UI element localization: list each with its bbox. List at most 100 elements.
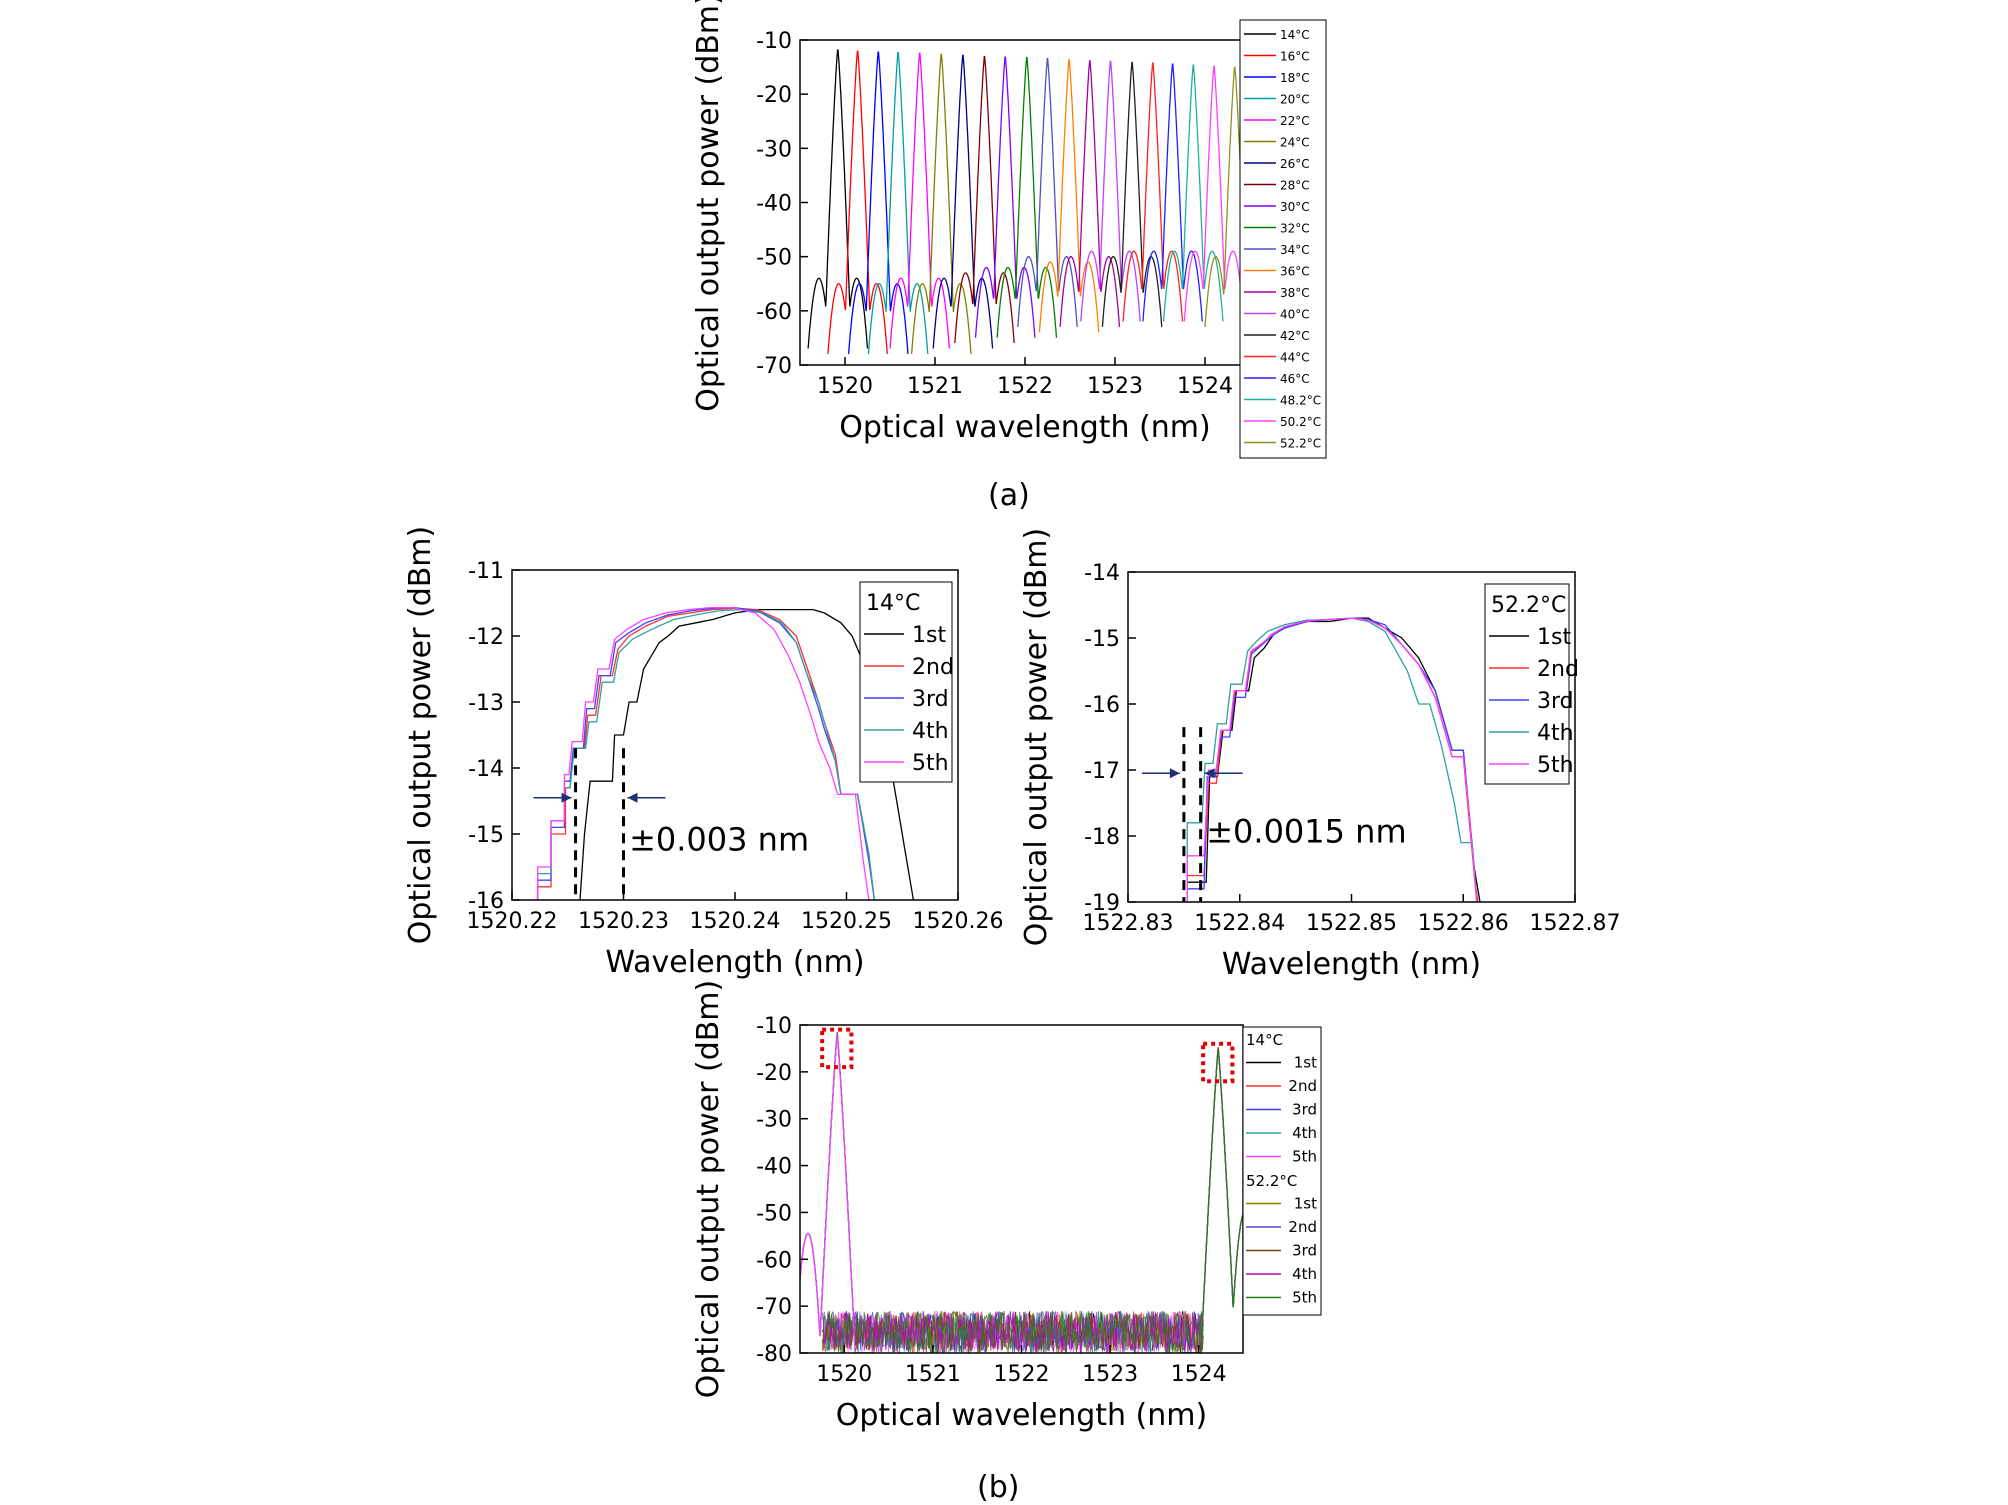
legend-label: 1st	[912, 623, 946, 648]
noise-series	[822, 1309, 1204, 1353]
y-tick-label: -16	[468, 889, 504, 914]
y-tick-label: -16	[1084, 693, 1120, 718]
series-line	[800, 1033, 875, 1353]
legend-label: 36°C	[1280, 265, 1310, 279]
series-line	[800, 1034, 875, 1353]
highlight-box	[1201, 1041, 1235, 1084]
legend-label: 26°C	[1280, 157, 1310, 171]
x-tick-label: 1522.87	[1530, 911, 1621, 936]
x-tick-label: 1520.24	[690, 909, 781, 934]
legend-label: 4th	[1292, 1124, 1317, 1142]
x-tick-label: 1520	[816, 1362, 872, 1387]
y-tick-label: -50	[756, 246, 792, 271]
y-axis-label: Optical output power (dBm)	[1019, 528, 1054, 947]
legend-label: 34°C	[1280, 243, 1310, 257]
series-line	[910, 53, 972, 354]
series-line	[847, 51, 909, 354]
series-line	[1181, 1046, 1243, 1353]
highlight-box	[820, 1027, 854, 1070]
legend-box	[1484, 583, 1570, 785]
legend-label: 14°C	[1280, 28, 1310, 42]
series-line	[974, 56, 1036, 338]
chart-a: 1520 1521 1522 1523 1524 -70 -60 -50 -40 -30 -20 -1…	[691, 0, 1327, 459]
legend-label: 38°C	[1280, 286, 1310, 300]
y-tick-label: -80	[756, 1342, 792, 1367]
legend-label: 2nd	[1288, 1218, 1317, 1236]
series-line	[1038, 59, 1100, 333]
series-line	[1017, 58, 1078, 327]
arrow-left-head	[561, 792, 572, 803]
y-tick-label: -60	[756, 300, 792, 325]
y-tick-label: -12	[468, 625, 504, 650]
x-tick-label: 1524	[1171, 1362, 1227, 1387]
legend-label: 3rd	[1292, 1242, 1317, 1260]
series-line	[1181, 1049, 1243, 1353]
y-tick-label: -30	[756, 1108, 792, 1133]
series-line	[827, 50, 888, 354]
series-line	[1186, 617, 1478, 902]
chart-b-left: 1520.22 1520.23 1520.24 1520.25 1520.26 -16 -1…	[403, 526, 1003, 980]
legend-label: 16°C	[1280, 50, 1310, 64]
legend-label: 4th	[1537, 721, 1574, 746]
legend-label: 1st	[1294, 1195, 1317, 1213]
legend-label: 1st	[1294, 1054, 1317, 1072]
y-tick-label: -10	[756, 29, 792, 54]
legend-box	[859, 581, 953, 783]
legend-label: 22°C	[1280, 114, 1310, 128]
series-line	[536, 606, 870, 900]
legend-label: 2nd	[1537, 657, 1579, 682]
legend-label: 1st	[1537, 625, 1571, 650]
noise-series	[822, 1310, 1204, 1353]
legend-label: 3rd	[912, 687, 949, 712]
y-tick-label: -20	[756, 83, 792, 108]
y-tick-label: -60	[756, 1248, 792, 1273]
series-line	[1183, 65, 1245, 322]
legend-label: 3rd	[1292, 1101, 1317, 1119]
legend-label: 5th	[1537, 753, 1574, 778]
series-line	[1181, 1047, 1243, 1353]
y-tick-label: -70	[756, 1295, 792, 1320]
series-line	[932, 54, 994, 349]
series-line	[1186, 617, 1478, 902]
series-group	[800, 1032, 1243, 1353]
x-tick-label: 1522.83	[1083, 911, 1174, 936]
series-line	[800, 1035, 875, 1353]
y-tick-label: -14	[1084, 561, 1120, 586]
legend-label: 28°C	[1280, 179, 1310, 193]
chart-b-bottom: 1520 1521 1522 1523 1524 -80 -70 -60 -50 -40 -30 -2…	[691, 980, 1322, 1433]
y-tick-label: -18	[1084, 825, 1120, 850]
legend-label: 52.2°C	[1280, 437, 1321, 451]
x-axis-label: Wavelength (nm)	[605, 945, 864, 980]
series-line	[889, 52, 951, 349]
y-tick-label: -70	[756, 354, 792, 379]
series-group	[1186, 617, 1481, 902]
caption-b: (b)	[977, 1470, 1020, 1505]
legend-label: 24°C	[1280, 136, 1310, 150]
series-line	[1142, 63, 1203, 322]
x-axis-label: Wavelength (nm)	[1222, 947, 1481, 982]
x-tick-label: 1522.85	[1306, 911, 1397, 936]
caption-a: (a)	[988, 478, 1030, 513]
chart-b-right: 1522.83 1522.84 1522.85 1522.86 1522.87 -19 -1…	[1019, 528, 1620, 982]
legend-label: 5th	[1292, 1148, 1317, 1166]
x-tick-label: 1523	[1082, 1362, 1138, 1387]
series-line	[800, 1033, 875, 1353]
noise-series	[822, 1310, 1205, 1353]
x-tick-label: 1522.84	[1194, 911, 1285, 936]
legend-label: 20°C	[1280, 93, 1310, 107]
x-tick-label: 1522	[994, 1362, 1050, 1387]
legend-title: 14°C	[1246, 1031, 1283, 1049]
y-tick-label: -15	[1084, 627, 1120, 652]
series-line	[1204, 66, 1250, 327]
x-tick-label: 1524	[1177, 374, 1233, 399]
y-tick-label: -40	[756, 192, 792, 217]
legend-title: 52.2°C	[1491, 593, 1566, 618]
legend-label: 18°C	[1280, 71, 1310, 85]
x-tick-label: 1520.23	[578, 909, 669, 934]
series-line	[996, 56, 1058, 338]
x-tick-label: 1520	[817, 374, 873, 399]
legend-label: 2nd	[1288, 1077, 1317, 1095]
arrow-right-head	[1204, 768, 1215, 779]
x-tick-label: 1520.26	[913, 909, 1004, 934]
